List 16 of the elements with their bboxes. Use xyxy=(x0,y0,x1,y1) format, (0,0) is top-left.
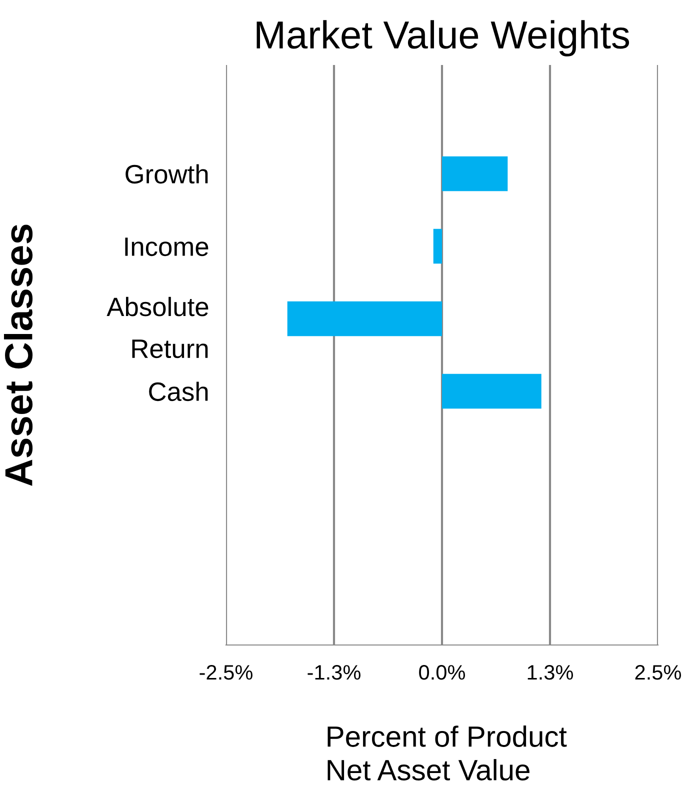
x-tick-label: 2.5% xyxy=(635,664,682,680)
chart-title: Market Value Weights xyxy=(256,20,630,56)
y-tick-label: Absolute Return xyxy=(106,296,208,358)
y-tick-label: Cash xyxy=(149,382,208,402)
bar xyxy=(433,228,442,264)
bar xyxy=(287,301,442,336)
bar xyxy=(442,374,542,409)
bar xyxy=(442,156,508,192)
x-tick-label: -1.3% xyxy=(308,664,360,680)
x-axis-title: Percent of Product Net Asset Value xyxy=(328,726,567,780)
y-axis-title: Asset Classes xyxy=(4,224,33,486)
x-tick-label: 0.0% xyxy=(419,664,466,680)
x-tick-label: -2.5% xyxy=(200,664,252,680)
x-tick-label: 1.3% xyxy=(528,664,574,680)
y-tick-label: Growth xyxy=(126,164,208,184)
y-tick-label: Income xyxy=(125,238,208,256)
